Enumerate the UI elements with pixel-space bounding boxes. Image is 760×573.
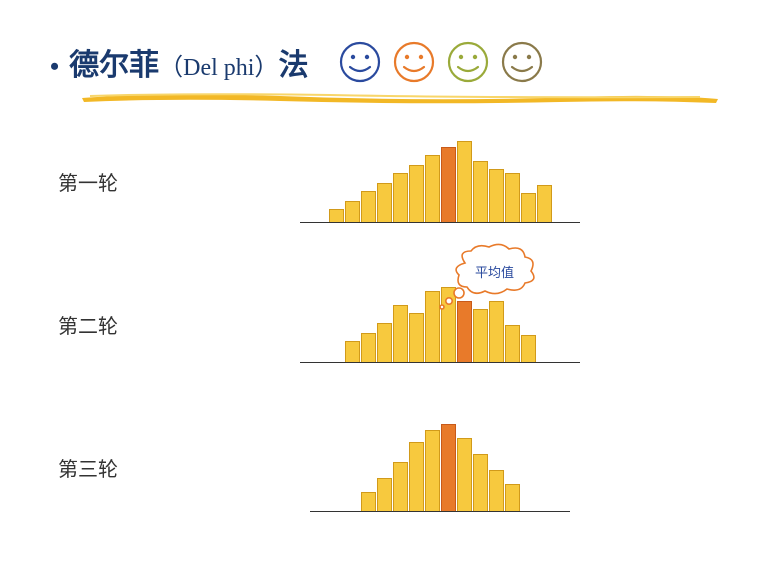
title-block: • 德尔菲（Del phi）法 — [50, 40, 308, 84]
bar — [473, 309, 488, 363]
bar — [505, 484, 520, 512]
rounds-container: 第一轮第二轮 平均值第三轮 — [50, 114, 710, 535]
slide: • 德尔菲（Del phi）法 第一轮第二轮 — [0, 0, 760, 573]
bar — [473, 454, 488, 512]
bar — [521, 193, 536, 223]
chart-baseline — [300, 222, 580, 223]
chart-baseline — [310, 511, 570, 512]
round-row: 第一轮 — [50, 114, 710, 249]
chart-wrap — [170, 424, 710, 512]
title-main: 德尔菲 — [69, 49, 159, 82]
chart-baseline — [300, 362, 580, 363]
bar — [345, 201, 360, 223]
histogram-chart: 平均值 — [300, 287, 580, 363]
bar — [393, 305, 408, 363]
title-row: • 德尔菲（Del phi）法 — [50, 40, 710, 84]
smiley-icon — [500, 40, 544, 84]
histogram-chart — [300, 141, 580, 223]
title-paren: （Del phi） — [159, 55, 278, 81]
bar-highlight — [441, 147, 456, 223]
bar — [473, 161, 488, 223]
round-label: 第二轮 — [50, 310, 170, 339]
bar — [377, 183, 392, 223]
round-label: 第三轮 — [50, 453, 170, 482]
bar-highlight — [441, 424, 456, 512]
bar — [361, 333, 376, 363]
brush-divider — [80, 90, 720, 104]
chart-wrap — [170, 141, 710, 223]
bar — [329, 209, 344, 223]
bar — [409, 165, 424, 223]
bar — [425, 430, 440, 512]
histogram-chart — [310, 424, 570, 512]
smiley-icon — [338, 40, 382, 84]
bar — [425, 155, 440, 223]
smiley-row — [338, 40, 544, 84]
bar — [489, 470, 504, 512]
bar — [537, 185, 552, 223]
bar — [361, 191, 376, 223]
bar — [393, 173, 408, 223]
bar — [505, 325, 520, 363]
bar — [345, 341, 360, 363]
round-row: 第三轮 — [50, 400, 710, 535]
bar — [377, 323, 392, 363]
title-suffix: 法 — [278, 49, 308, 82]
bar — [457, 141, 472, 223]
mean-callout: 平均值 — [435, 241, 545, 316]
bar — [377, 478, 392, 512]
bars — [300, 141, 580, 223]
chart-wrap: 平均值 — [170, 287, 710, 363]
bar — [361, 492, 376, 512]
round-row: 第二轮 平均值 — [50, 257, 710, 392]
bars — [310, 424, 570, 512]
bar — [521, 335, 536, 363]
bar — [409, 442, 424, 512]
bar — [457, 438, 472, 512]
title-bullet: • — [50, 52, 59, 81]
bar — [505, 173, 520, 223]
bar — [489, 169, 504, 223]
mean-callout-text: 平均值 — [475, 262, 514, 281]
smiley-icon — [392, 40, 436, 84]
round-label: 第一轮 — [50, 167, 170, 196]
bar — [409, 313, 424, 363]
bar — [393, 462, 408, 512]
smiley-icon — [446, 40, 490, 84]
